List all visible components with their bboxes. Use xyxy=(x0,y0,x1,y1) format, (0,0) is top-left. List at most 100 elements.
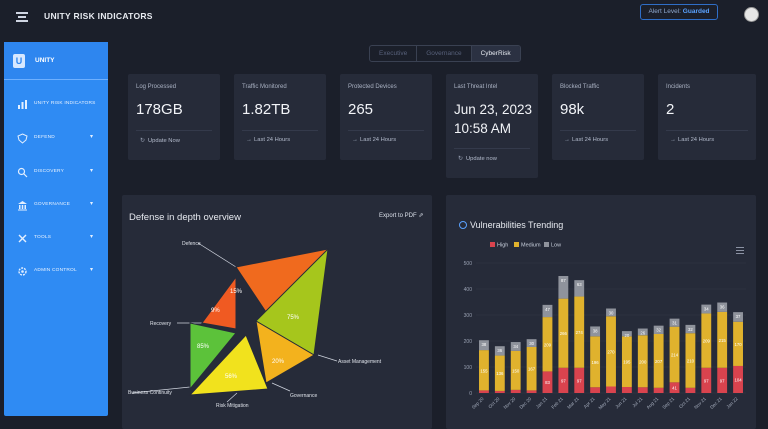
arrow-icon: → xyxy=(352,137,358,143)
external-link-icon: ⇗ xyxy=(418,213,424,219)
user-avatar[interactable] xyxy=(744,7,759,22)
bar-data-label: 200 xyxy=(639,359,647,364)
refresh-icon: ↻ xyxy=(458,156,464,162)
unity-logo-icon: U xyxy=(13,54,25,68)
card-traffic-monitored: Traffic Monitored 1.82TB → Last 24 Hours xyxy=(234,74,326,160)
bar-data-label: 87 xyxy=(561,278,566,283)
sidebar-item-governance[interactable]: GOVERNANCE ▾ xyxy=(4,195,108,217)
bar-data-label: 34 xyxy=(704,307,709,312)
bar-segment-low xyxy=(606,308,616,317)
bar-segment-medium xyxy=(685,333,696,388)
legend-low[interactable]: Low xyxy=(544,242,561,249)
bar-segment-high xyxy=(590,387,601,393)
defense-diagram: 15% 75% 20% 56% 85% 9% Defence Asset Man… xyxy=(128,241,382,409)
bar-segment-medium xyxy=(621,336,632,388)
bar-segment-high xyxy=(637,387,648,393)
segment-label: Recovery xyxy=(150,321,172,327)
bar-data-label: 31 xyxy=(672,321,677,326)
sidebar-item-label: TOOLS xyxy=(34,235,52,240)
segment-value: 56% xyxy=(225,374,238,380)
bar-data-label: 47 xyxy=(545,307,550,312)
export-label: Export to PDF xyxy=(379,213,417,219)
sidebar-item-tools[interactable]: TOOLS ▾ xyxy=(4,228,108,250)
sidebar-header: U UNITY xyxy=(4,42,108,80)
segment-recovery[interactable] xyxy=(201,275,237,330)
bar-data-label: 270 xyxy=(607,349,615,354)
bar-segment-medium xyxy=(733,321,743,366)
bar-data-label: 215 xyxy=(719,338,727,343)
alert-label: Alert Level: xyxy=(648,8,681,15)
x-tick-label: Dec 21 xyxy=(709,396,723,410)
legend-high[interactable]: High xyxy=(490,242,508,249)
card-footer-row: → Last 24 Hours xyxy=(564,137,608,143)
bar-data-label: 38 xyxy=(593,328,598,333)
card-value-time: 10:58 AM xyxy=(454,121,512,136)
export-pdf-button[interactable]: Export to PDF ⇗ xyxy=(379,212,423,219)
panel-title: Defense in depth overview xyxy=(129,212,241,223)
legend-label: Medium xyxy=(521,242,541,249)
update-now-link[interactable]: ↻ Update now xyxy=(458,155,497,162)
legend-label: High xyxy=(497,242,509,249)
segment-value: 15% xyxy=(230,289,243,295)
y-tick-label: 0 xyxy=(469,391,472,397)
bar-segment-low xyxy=(685,324,696,334)
x-tick-label: Jan 22 xyxy=(725,396,739,410)
tab-governance[interactable]: Governance xyxy=(417,46,472,61)
card-incidents: Incidents 2 → Last 24 Hours xyxy=(658,74,756,160)
bar-segment-low xyxy=(621,331,632,337)
bar-segment-medium xyxy=(510,350,521,390)
bar-data-label: 32 xyxy=(656,328,661,333)
chevron-down-icon: ▾ xyxy=(90,267,94,273)
card-footer: Last 24 Hours xyxy=(360,137,397,143)
shield-icon xyxy=(17,133,28,144)
card-footer: Update now xyxy=(466,156,497,162)
segment-business-continuity[interactable] xyxy=(189,322,237,391)
card-title: Last Threat Intel xyxy=(454,84,498,90)
tab-cyberrisk[interactable]: CyberRisk xyxy=(471,46,520,61)
sidebar-item-defend[interactable]: DEFEND ▾ xyxy=(4,128,108,150)
segment-label: Asset Management xyxy=(338,359,382,365)
bar-segment-medium xyxy=(669,326,680,383)
segment-label: Business Continuity xyxy=(128,390,172,396)
card-title: Incidents xyxy=(666,84,691,90)
bar-segment-high xyxy=(542,371,553,393)
sidebar-item-discovery[interactable]: DISCOVERY ▾ xyxy=(4,162,108,184)
bar-segment-medium xyxy=(701,313,712,368)
x-tick-label: Jun 21 xyxy=(614,396,628,410)
card-title: Blocked Traffic xyxy=(560,84,600,90)
card-value: 178GB xyxy=(136,101,183,118)
card-divider xyxy=(136,130,212,131)
segment-value: 85% xyxy=(197,344,210,350)
sidebar: U UNITY UNITY RISK INDICATORS DEFEND ▾ D… xyxy=(4,42,108,416)
arrow-icon: → xyxy=(564,137,570,143)
bar-data-label: 97 xyxy=(577,378,582,383)
chart-menu-icon[interactable] xyxy=(736,241,744,254)
card-footer: Last 24 Hours xyxy=(678,137,715,143)
bar-data-label: 34 xyxy=(513,344,518,349)
bar-segment-high xyxy=(669,382,680,393)
bar-segment-medium xyxy=(606,316,616,387)
x-tick-label: Oct 21 xyxy=(678,396,691,409)
bar-data-label: 63 xyxy=(577,282,582,287)
tab-executive[interactable]: Executive xyxy=(370,46,418,61)
bar-data-label: 83 xyxy=(545,380,550,385)
top-bar: UNITY RISK INDICATORS Alert Level: Guard… xyxy=(0,0,768,36)
bar-data-label: 104 xyxy=(734,377,742,382)
y-tick-label: 400 xyxy=(464,287,473,293)
sidebar-item-admin-control[interactable]: ADMIN CONTROL ▾ xyxy=(4,261,108,283)
segment-risk-mitigation[interactable] xyxy=(188,334,269,396)
card-divider xyxy=(666,130,748,131)
bar-segment-medium xyxy=(558,298,569,368)
alert-level-badge[interactable]: Alert Level: Guarded xyxy=(640,4,718,20)
sidebar-item-unity-risk-indicators[interactable]: UNITY RISK INDICATORS xyxy=(4,94,108,116)
tools-icon xyxy=(17,233,28,244)
bar-segment-high xyxy=(574,367,585,393)
hamburger-icon[interactable] xyxy=(14,9,30,25)
update-now-link[interactable]: ↻ Update Now xyxy=(140,137,180,144)
bar-chart-icon xyxy=(17,99,28,110)
legend-medium[interactable]: Medium xyxy=(514,242,541,249)
legend-label: Low xyxy=(551,242,562,249)
card-last-threat-intel: Last Threat Intel Jun 23, 2023 10:58 AM … xyxy=(446,74,538,178)
x-tick-label: Sep 21 xyxy=(661,396,675,410)
segment-governance[interactable] xyxy=(255,320,315,384)
